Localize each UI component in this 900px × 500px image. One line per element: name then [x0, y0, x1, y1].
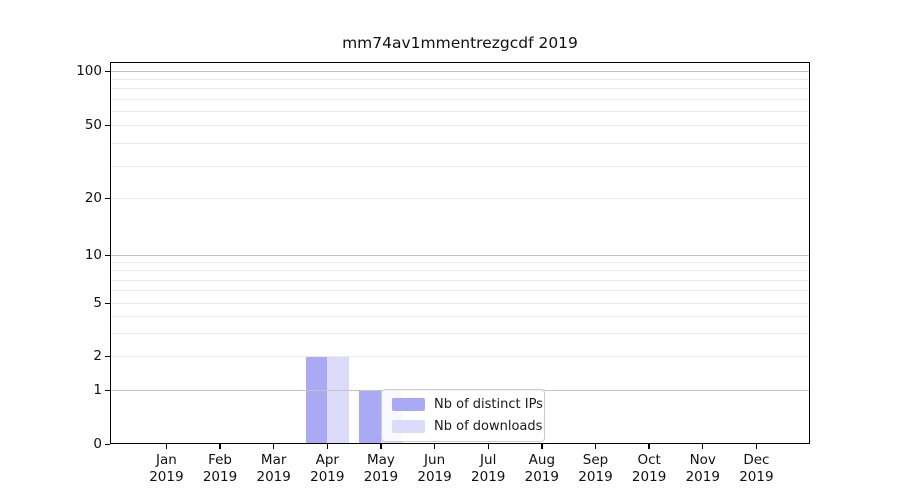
x-axis-tick-label: Mar 2019	[256, 452, 291, 485]
y-axis-tick-label: 5	[93, 295, 102, 311]
legend-label-downloads: Nb of downloads	[434, 419, 543, 434]
x-axis-tick	[594, 444, 597, 449]
y-axis-tick	[105, 70, 110, 72]
major-gridline	[110, 71, 810, 72]
minor-gridline	[110, 143, 810, 144]
minor-gridline	[110, 280, 810, 281]
x-axis-tick-label: Oct 2019	[631, 452, 667, 485]
minor-gridline	[110, 166, 810, 167]
bar-distinct-ips	[305, 356, 328, 444]
x-axis-tick	[165, 444, 168, 449]
minor-gridline	[110, 333, 810, 334]
x-axis-tick	[541, 444, 543, 449]
major-gridline	[110, 255, 810, 256]
y-axis-tick-label: 50	[84, 117, 102, 133]
minor-gridline	[110, 88, 810, 89]
y-axis-tick	[105, 197, 110, 199]
y-axis-tick	[105, 355, 110, 357]
x-axis-tick	[702, 444, 704, 449]
minor-gridline	[110, 198, 810, 199]
bar-distinct-ips	[359, 390, 381, 444]
bar-downloads	[327, 356, 349, 444]
x-axis-tick	[272, 444, 275, 449]
minor-gridline	[110, 356, 810, 357]
x-axis-tick-label: Feb 2019	[202, 452, 238, 485]
y-axis-tick-label: 10	[84, 247, 102, 263]
x-axis-tick-label: May 2019	[363, 452, 399, 485]
minor-gridline	[110, 290, 810, 291]
downloads-swatch-icon	[392, 419, 425, 434]
minor-gridline	[110, 111, 810, 112]
y-axis-tick	[105, 254, 110, 256]
y-axis-tick-label: 0	[93, 436, 102, 452]
y-axis-tick	[105, 302, 110, 304]
x-axis-tick	[219, 444, 221, 449]
y-axis-tick-label: 2	[93, 348, 102, 364]
minor-gridline	[110, 99, 810, 100]
x-axis-tick-label: Apr 2019	[310, 452, 345, 485]
legend-entry-downloads: Nb of downloads	[392, 419, 542, 434]
x-axis-tick	[433, 444, 436, 449]
minor-gridline	[110, 270, 810, 271]
x-axis-tick	[487, 444, 489, 449]
y-axis-tick-label: 1	[93, 382, 102, 398]
minor-gridline	[110, 316, 810, 317]
legend-label-distinct-ips: Nb of distinct IPs	[434, 397, 543, 412]
y-axis-tick-label: 100	[76, 63, 102, 79]
y-axis-tick	[105, 389, 110, 391]
minor-gridline	[110, 262, 810, 263]
x-axis-tick-label: Aug 2019	[524, 452, 560, 485]
plot-area	[110, 62, 810, 444]
minor-gridline	[110, 303, 810, 304]
chart-title: mm74av1mmentrezgcdf 2019	[342, 34, 578, 52]
y-axis-tick	[105, 443, 110, 445]
x-axis-tick-label: Jan 2019	[149, 452, 184, 485]
minor-gridline	[110, 125, 810, 126]
x-axis-tick	[326, 444, 328, 449]
x-axis-tick-label: Jun 2019	[417, 452, 452, 485]
x-axis-tick	[380, 444, 382, 449]
minor-gridline	[110, 79, 810, 80]
x-axis-tick	[648, 444, 650, 449]
y-axis-tick-label: 20	[84, 190, 102, 206]
x-axis-tick-label: Sep 2019	[578, 452, 613, 485]
y-axis-tick	[105, 124, 110, 126]
x-axis-tick-label: Jul 2019	[471, 452, 506, 485]
x-axis-tick-label: Nov 2019	[685, 452, 720, 485]
distinct-ips-swatch-icon	[392, 397, 425, 412]
legend: Nb of distinct IPs Nb of downloads	[381, 389, 545, 442]
x-axis-tick	[755, 444, 758, 449]
legend-entry-distinct-ips: Nb of distinct IPs	[392, 397, 543, 412]
x-axis-tick-label: Dec 2019	[739, 452, 774, 485]
